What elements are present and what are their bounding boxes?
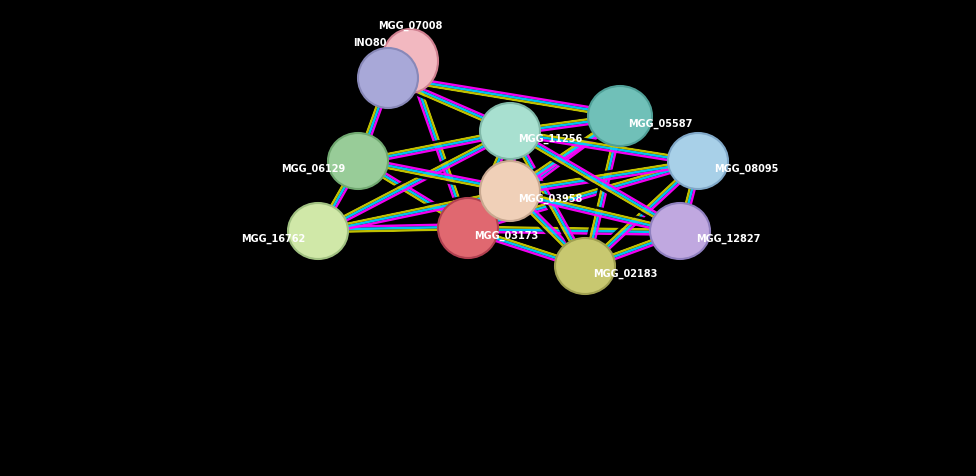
Ellipse shape	[382, 29, 438, 93]
Text: MGG_12827: MGG_12827	[696, 234, 760, 244]
Text: MGG_02183: MGG_02183	[592, 269, 657, 279]
Ellipse shape	[438, 198, 498, 258]
Text: MGG_07008: MGG_07008	[378, 21, 442, 31]
Ellipse shape	[328, 133, 388, 189]
Ellipse shape	[288, 203, 348, 259]
Ellipse shape	[480, 103, 540, 159]
Ellipse shape	[668, 133, 728, 189]
Ellipse shape	[358, 48, 418, 108]
Text: MGG_03958: MGG_03958	[518, 194, 583, 204]
Ellipse shape	[588, 86, 652, 146]
Text: MGG_05587: MGG_05587	[628, 119, 692, 129]
Text: MGG_11256: MGG_11256	[518, 134, 582, 144]
Text: MGG_03173: MGG_03173	[474, 231, 538, 241]
Text: INO80: INO80	[353, 38, 386, 48]
Text: MGG_06129: MGG_06129	[281, 164, 346, 174]
Ellipse shape	[480, 161, 540, 221]
Text: MGG_08095: MGG_08095	[713, 164, 778, 174]
Text: MGG_16762: MGG_16762	[241, 234, 305, 244]
Ellipse shape	[555, 238, 615, 294]
Ellipse shape	[650, 203, 710, 259]
